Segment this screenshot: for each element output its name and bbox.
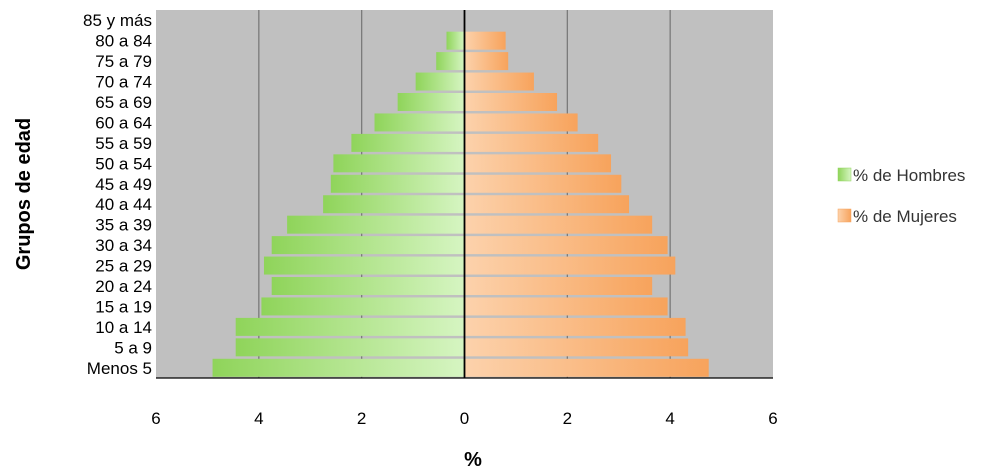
category-label-5: 25 a 29 bbox=[95, 257, 152, 276]
bar-mujeres-16 bbox=[464, 31, 506, 50]
bar-mujeres-5 bbox=[464, 256, 676, 275]
bar-mujeres-15 bbox=[464, 52, 509, 71]
category-label-3: 15 a 19 bbox=[95, 297, 152, 316]
bar-hombres-15 bbox=[436, 52, 465, 71]
x-tick-label-4: 2 bbox=[563, 409, 572, 428]
gridlines bbox=[258, 10, 671, 378]
bar-mujeres-10 bbox=[464, 154, 612, 173]
bar-mujeres-1 bbox=[464, 338, 689, 357]
category-label-17: 85 y más bbox=[83, 11, 152, 30]
bars bbox=[212, 31, 709, 377]
bar-hombres-8 bbox=[323, 195, 465, 214]
category-label-14: 70 a 74 bbox=[95, 73, 152, 92]
y-axis-title: Grupos de edad bbox=[13, 118, 35, 270]
legend-label-hombres: % de Hombres bbox=[853, 166, 965, 185]
category-label-16: 80 a 84 bbox=[95, 32, 152, 51]
bar-mujeres-12 bbox=[464, 113, 578, 132]
category-label-12: 60 a 64 bbox=[95, 113, 152, 132]
bar-hombres-9 bbox=[330, 174, 465, 193]
bar-hombres-12 bbox=[374, 113, 465, 132]
category-label-1: 5 a 9 bbox=[114, 338, 152, 357]
category-label-15: 75 a 79 bbox=[95, 52, 152, 71]
category-label-2: 10 a 14 bbox=[95, 318, 152, 337]
legend-swatch-hombres bbox=[837, 167, 852, 182]
category-label-11: 55 a 59 bbox=[95, 134, 152, 153]
bar-hombres-16 bbox=[446, 31, 465, 50]
x-axis-title: % bbox=[464, 449, 482, 469]
bar-hombres-7 bbox=[287, 215, 465, 234]
category-label-6: 30 a 34 bbox=[95, 236, 152, 255]
bar-hombres-1 bbox=[235, 338, 465, 357]
legend-swatch-mujeres bbox=[837, 208, 852, 223]
bar-hombres-2 bbox=[235, 317, 465, 336]
bar-hombres-11 bbox=[351, 133, 465, 152]
x-tick-label-6: 6 bbox=[768, 409, 777, 428]
category-label-7: 35 a 39 bbox=[95, 216, 152, 235]
x-tick-label-3: 0 bbox=[460, 409, 469, 428]
bar-mujeres-6 bbox=[464, 236, 668, 255]
category-label-8: 40 a 44 bbox=[95, 195, 152, 214]
x-tick-label-2: 2 bbox=[357, 409, 366, 428]
bar-mujeres-2 bbox=[464, 317, 686, 336]
bar-hombres-6 bbox=[271, 236, 465, 255]
bar-hombres-10 bbox=[333, 154, 465, 173]
legend-label-mujeres: % de Mujeres bbox=[853, 207, 957, 226]
x-tick-label-0: 6 bbox=[151, 409, 160, 428]
category-label-10: 50 a 54 bbox=[95, 154, 152, 173]
bar-mujeres-0 bbox=[464, 358, 709, 377]
category-label-0: Menos 5 bbox=[87, 359, 152, 378]
legend: % de Hombres % de Mujeres bbox=[837, 166, 965, 226]
bar-hombres-5 bbox=[263, 256, 465, 275]
bar-mujeres-7 bbox=[464, 215, 653, 234]
bar-mujeres-3 bbox=[464, 297, 668, 316]
bar-hombres-0 bbox=[212, 358, 465, 377]
x-tick-label-1: 4 bbox=[254, 409, 263, 428]
bar-hombres-4 bbox=[271, 277, 465, 295]
bar-hombres-3 bbox=[261, 297, 465, 316]
bar-hombres-14 bbox=[415, 72, 465, 91]
bar-mujeres-4 bbox=[464, 277, 653, 295]
bar-mujeres-11 bbox=[464, 133, 599, 152]
category-label-4: 20 a 24 bbox=[95, 277, 152, 296]
axes bbox=[156, 10, 773, 379]
category-label-9: 45 a 49 bbox=[95, 175, 152, 194]
bar-hombres-13 bbox=[397, 93, 465, 111]
x-tick-label-5: 4 bbox=[665, 409, 674, 428]
bar-mujeres-13 bbox=[464, 93, 558, 111]
bar-mujeres-9 bbox=[464, 174, 622, 193]
category-label-13: 65 a 69 bbox=[95, 93, 152, 112]
bar-mujeres-14 bbox=[464, 72, 534, 91]
bar-mujeres-8 bbox=[464, 195, 630, 214]
x-tick-labels: 6 4 2 0 2 4 6 bbox=[151, 409, 777, 428]
